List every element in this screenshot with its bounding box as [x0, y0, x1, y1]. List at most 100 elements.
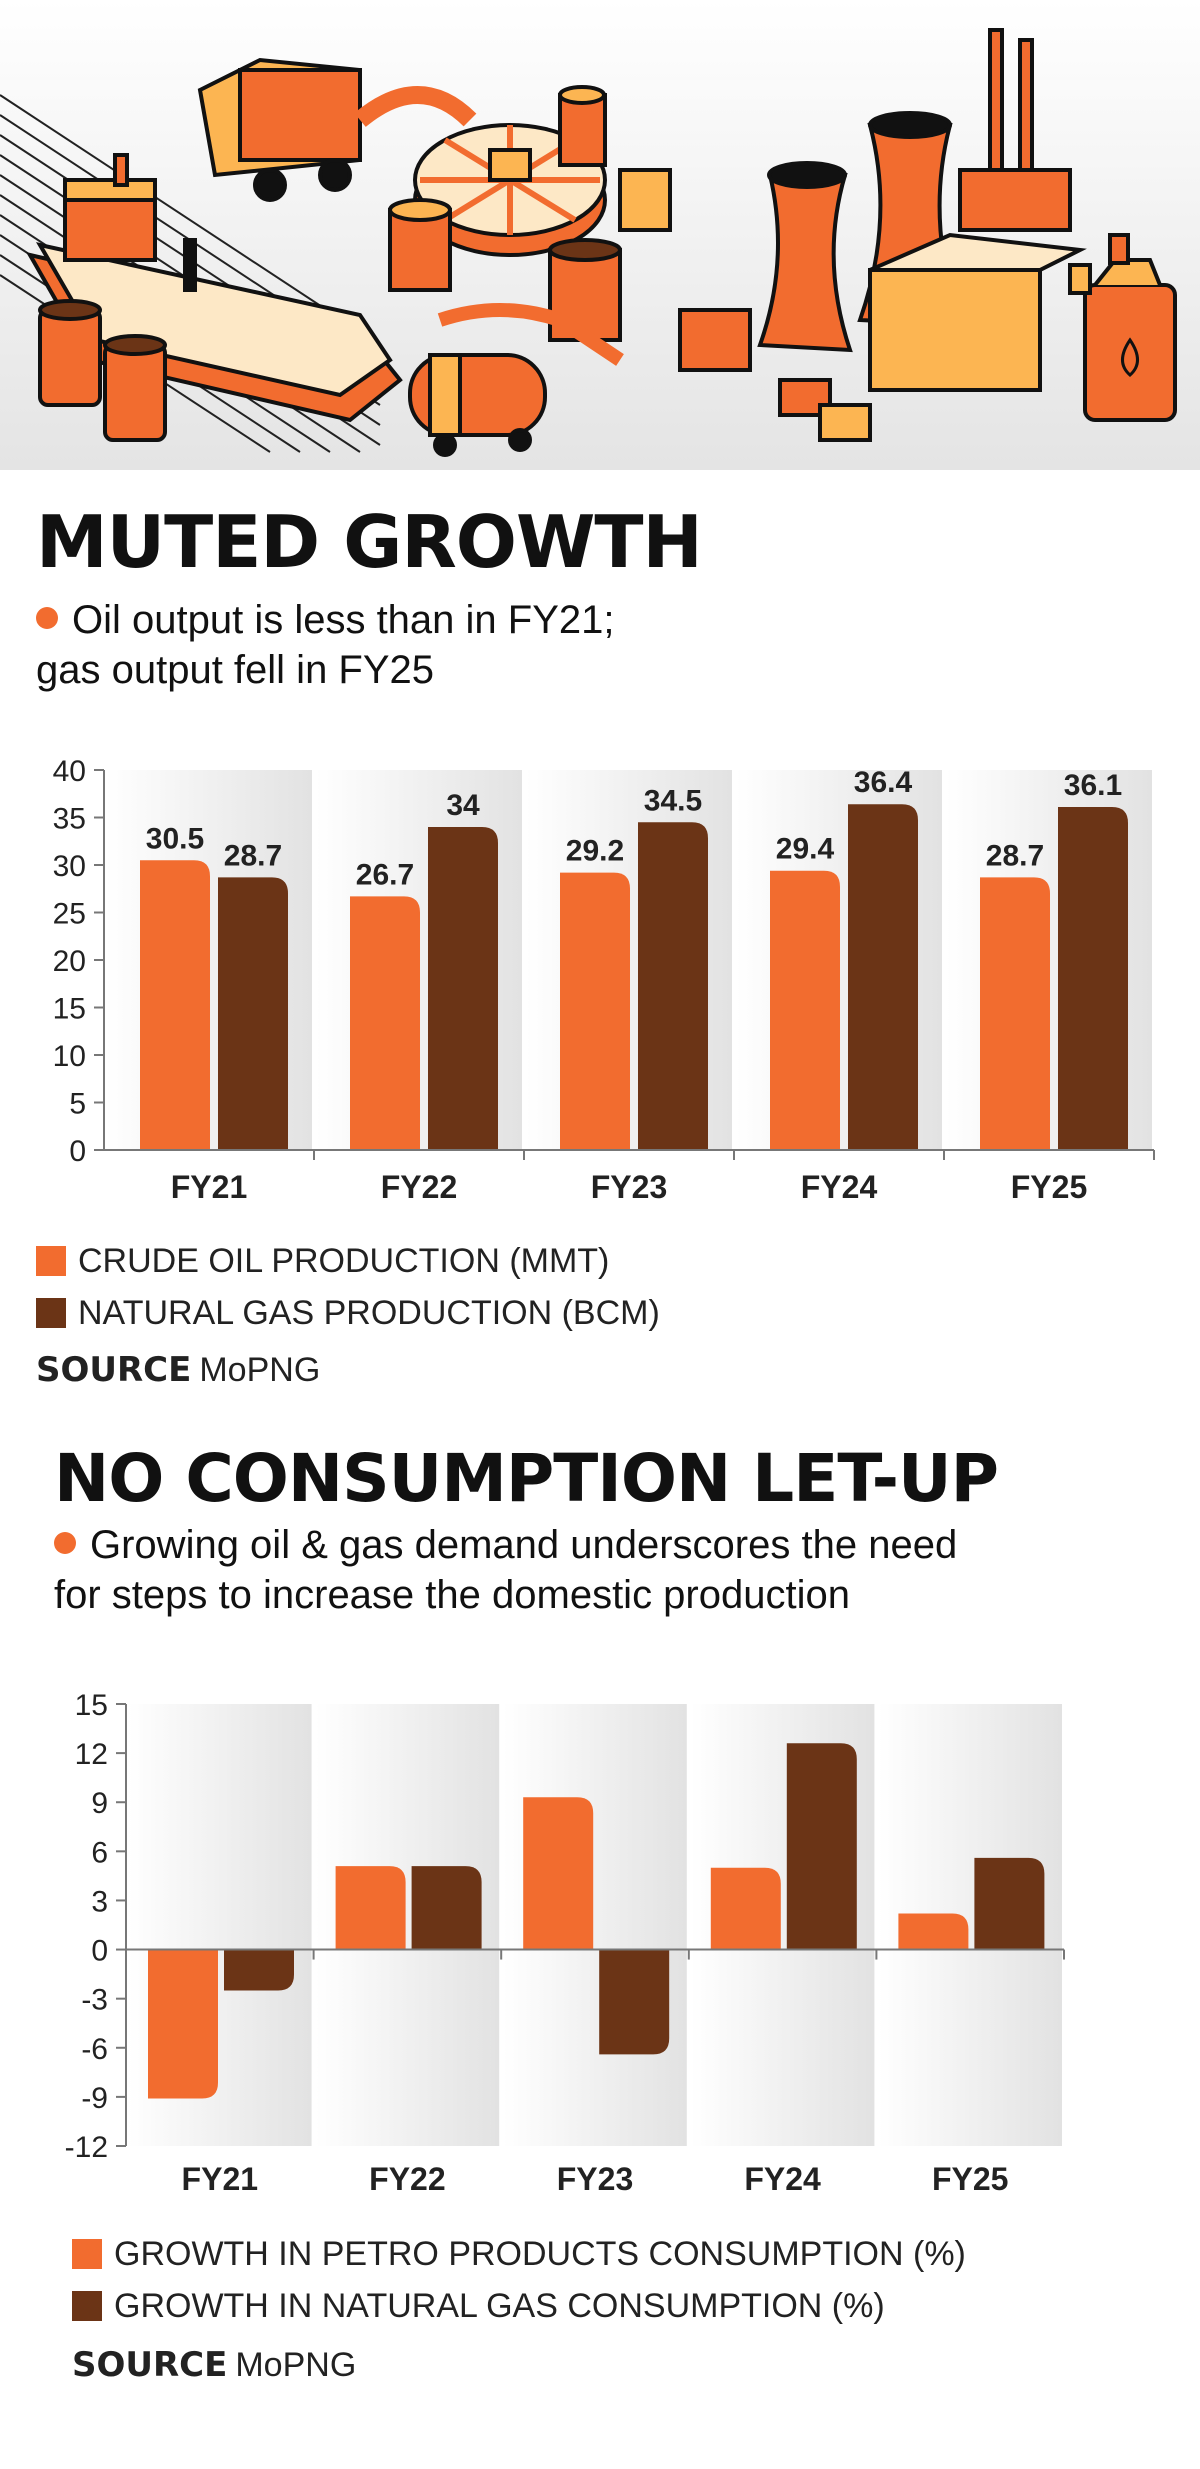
source-label: SOURCE	[72, 2345, 228, 2385]
x-category-label: FY22	[369, 2161, 445, 2197]
y-tick-label: 0	[69, 1135, 86, 1168]
data-label: 34.5	[644, 784, 702, 817]
y-tick-label: 40	[53, 755, 86, 788]
chart2-subtitle-line-2: for steps to increase the domestic produ…	[54, 1573, 850, 1617]
factory-icon	[678, 28, 1087, 442]
legend-swatch-oil	[36, 1246, 66, 1276]
x-category-label: FY25	[932, 2161, 1008, 2197]
bar-oil	[148, 1949, 218, 2099]
chart1-subtitle-line-2: gas output fell in FY25	[36, 648, 435, 692]
y-tick-label: 15	[53, 993, 86, 1026]
data-label: 28.7	[986, 839, 1044, 872]
industrial-illustration	[0, 0, 1200, 470]
data-label: 29.4	[776, 833, 835, 866]
data-label: 26.7	[356, 858, 414, 891]
x-category-label: FY21	[171, 1169, 247, 1205]
bullet-dot-icon	[36, 607, 58, 629]
y-tick-label: 15	[75, 1689, 108, 1722]
y-tick-label: 20	[53, 945, 86, 978]
x-category-label: FY22	[381, 1169, 457, 1205]
chart1-source: SOURCE MoPNG	[36, 1350, 320, 1390]
bar-gas	[599, 1949, 670, 2055]
tanker-wagon-icon	[408, 303, 624, 457]
data-label: 30.5	[146, 822, 204, 855]
refinery-tank-icon	[354, 86, 607, 257]
bar-gas	[218, 877, 288, 1150]
x-category-label: FY23	[557, 2161, 633, 2197]
x-category-label: FY24	[801, 1169, 878, 1205]
data-label: 36.4	[854, 766, 913, 799]
chart2-legend: GROWTH IN PETRO PRODUCTS CONSUMPTION (%)…	[72, 2228, 966, 2332]
bar-oil	[770, 870, 840, 1150]
legend-item-crude-oil: CRUDE OIL PRODUCTION (MMT)	[36, 1235, 660, 1287]
bar-oil	[980, 877, 1050, 1150]
bar-gas	[224, 1949, 294, 1991]
ship-icon	[26, 153, 403, 423]
oil-barrel-icon	[38, 299, 167, 442]
y-tick-label: 0	[91, 1935, 108, 1968]
legend-label-crude-oil: CRUDE OIL PRODUCTION (MMT)	[78, 1241, 610, 1280]
x-category-label: FY24	[744, 2161, 821, 2197]
chart1-title: MUTED GROWTH	[36, 500, 703, 584]
bullet-dot-icon	[54, 1532, 76, 1554]
x-category-label: FY21	[182, 2161, 258, 2197]
source-value: MoPNG	[235, 2346, 357, 2384]
chart2-source: SOURCE MoPNG	[72, 2345, 356, 2385]
data-label: 28.7	[224, 839, 282, 872]
bar-gas	[411, 1866, 482, 1950]
legend-label-gas-growth: GROWTH IN NATURAL GAS CONSUMPTION (%)	[114, 2286, 885, 2325]
bar-oil	[523, 1797, 594, 1950]
truck-icon	[197, 57, 362, 202]
x-category-label: FY23	[591, 1169, 667, 1205]
bar-gas	[848, 804, 918, 1150]
legend-swatch-gas	[36, 1298, 66, 1328]
bar-oil	[350, 896, 420, 1150]
consumption-growth-bar-chart: -12 -9 -6 -3 0 3 6 9 12 15 FY21 FY22 FY23 FY24 FY25	[65, 1689, 1065, 2197]
y-tick-label: -12	[65, 2131, 108, 2164]
storage-tank-icon	[388, 85, 672, 342]
legend-item-natural-gas: NATURAL GAS PRODUCTION (BCM)	[36, 1287, 660, 1339]
chart2-subtitle: Growing oil & gas demand underscores the…	[54, 1520, 957, 1620]
bar-oil	[898, 1913, 969, 1950]
bar-oil	[335, 1866, 406, 1950]
legend-item-gas-growth: GROWTH IN NATURAL GAS CONSUMPTION (%)	[72, 2280, 966, 2332]
y-tick-label: 9	[91, 1787, 108, 1820]
bar-oil	[710, 1867, 781, 1950]
chart1-subtitle-line-1: Oil output is less than in FY21;	[72, 598, 615, 642]
y-tick-label: -9	[81, 2082, 108, 2115]
legend-swatch-gas-growth	[72, 2291, 102, 2321]
y-tick-label: 35	[53, 803, 86, 836]
legend-item-petro-growth: GROWTH IN PETRO PRODUCTS CONSUMPTION (%)	[72, 2228, 966, 2280]
y-tick-label: -3	[81, 1984, 108, 2017]
production-bar-chart: 0 5 10 15 20 25 30 35 40 30.5 26.7 29.2 29.4 28.7 28.7…	[53, 755, 1155, 1205]
y-tick-label: 5	[69, 1088, 86, 1121]
y-tick-label: 30	[53, 850, 86, 883]
bar-gas	[638, 822, 708, 1150]
bar-oil	[140, 860, 210, 1150]
y-tick-label: 12	[75, 1738, 108, 1771]
y-tick-label: 3	[91, 1885, 108, 1918]
y-tick-label: 6	[91, 1836, 108, 1869]
legend-label-natural-gas: NATURAL GAS PRODUCTION (BCM)	[78, 1293, 660, 1332]
data-label: 36.1	[1064, 769, 1122, 802]
jerrycan-icon	[1068, 233, 1177, 422]
chart2-title: NO CONSUMPTION LET-UP	[54, 1440, 999, 1517]
bar-gas	[1058, 807, 1128, 1150]
legend-label-petro-growth: GROWTH IN PETRO PRODUCTS CONSUMPTION (%)	[114, 2234, 966, 2273]
data-label: 34	[446, 789, 480, 822]
legend-swatch-petro	[72, 2239, 102, 2269]
chart1-legend: CRUDE OIL PRODUCTION (MMT) NATURAL GAS P…	[36, 1235, 660, 1339]
x-category-label: FY25	[1011, 1169, 1087, 1205]
bar-gas	[974, 1857, 1045, 1950]
bar-gas	[786, 1743, 857, 1950]
source-value: MoPNG	[199, 1351, 321, 1389]
y-tick-label: 25	[53, 898, 86, 931]
chart1-subtitle: Oil output is less than in FY21; gas out…	[36, 595, 615, 695]
source-label: SOURCE	[36, 1350, 192, 1390]
y-tick-label: -6	[81, 2033, 108, 2066]
bar-oil	[560, 872, 630, 1150]
data-label: 29.2	[566, 835, 624, 868]
bar-gas	[428, 827, 498, 1150]
chart2-subtitle-line-1: Growing oil & gas demand underscores the…	[90, 1523, 958, 1567]
y-tick-label: 10	[53, 1040, 86, 1073]
